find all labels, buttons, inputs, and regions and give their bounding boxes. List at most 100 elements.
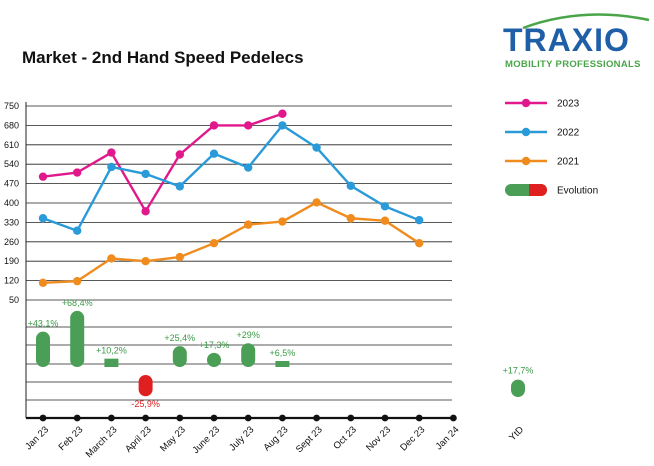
y-tick-label: 680 (4, 120, 19, 130)
y-tick-label: 120 (4, 276, 19, 286)
x-axis-tick-dot (108, 414, 115, 422)
series-point-2021 (209, 238, 219, 248)
legend-evolution-negative-join (529, 184, 537, 196)
series-point-2022 (141, 169, 150, 179)
y-tick-label: 540 (4, 159, 19, 169)
evolution-label: +6,5% (270, 348, 296, 358)
x-axis-tick-dot (39, 414, 47, 422)
y-tick-label: 400 (4, 198, 19, 208)
x-tick-label: Nov 23 (364, 424, 393, 453)
evolution-label: +43,1% (28, 319, 59, 329)
x-axis-tick-dot (450, 414, 457, 422)
y-tick-label: 190 (4, 256, 19, 266)
legend-marker-2022 (521, 127, 531, 137)
evolution-label: -25,9% (131, 399, 160, 409)
y-tick-label: 260 (4, 237, 19, 247)
series-point-2022 (346, 181, 355, 191)
x-tick-label: Dec 23 (398, 424, 427, 453)
series-point-2022 (209, 149, 219, 158)
series-point-2021 (244, 220, 253, 229)
x-axis-tick-dot (142, 414, 150, 422)
series-point-2021 (107, 254, 116, 263)
evolution-label: +10,2% (96, 346, 127, 356)
evolution-bar (241, 343, 256, 367)
series-point-2022 (244, 163, 253, 172)
x-axis-tick-dot (176, 414, 184, 422)
legend-marker-2021 (521, 156, 531, 166)
series-point-2022 (278, 121, 287, 130)
series-point-2022 (73, 226, 82, 235)
evolution-bar (275, 361, 290, 367)
y-tick-label: 330 (4, 217, 19, 227)
series-point-2022 (175, 182, 184, 191)
x-tick-label: June 23 (190, 424, 222, 456)
traxio-logo: TRAXIO MOBILITY PROFESSIONALS (503, 10, 651, 70)
series-point-2021 (175, 252, 184, 262)
evolution-bar (172, 346, 187, 367)
series-point-2021 (73, 276, 82, 286)
evolution-bar (207, 352, 221, 367)
x-tick-label: May 23 (158, 424, 188, 454)
x-tick-label: Jan 23 (23, 424, 51, 452)
series-point-2023 (73, 168, 82, 177)
series-point-2022 (312, 143, 321, 152)
x-axis-tick-dot (210, 414, 218, 422)
series-point-2023 (107, 148, 116, 157)
series-point-2023 (209, 121, 219, 130)
x-axis-tick-dot (415, 414, 423, 422)
x-axis-tick-dot (313, 414, 320, 422)
series-point-2022 (380, 202, 390, 211)
legend-label: 2022 (557, 128, 580, 139)
ytd-tick-label: YtD (507, 424, 526, 443)
evolution-bar (70, 310, 85, 367)
series-point-2021 (346, 214, 355, 223)
chart-title: Market - 2nd Hand Speed Pedelecs (22, 48, 304, 67)
series-line-2023 (42, 112, 283, 213)
evolution-bar (36, 331, 50, 367)
y-tick-label: 610 (4, 140, 19, 150)
evolution-label: +25,4% (164, 333, 195, 343)
x-tick-label: July 23 (227, 424, 256, 453)
series-point-2021 (415, 238, 424, 248)
evolution-label: +68,4% (62, 298, 93, 308)
x-tick-label: Aug 23 (261, 424, 290, 453)
y-tick-label: 50 (9, 295, 19, 305)
evolution-label: +17,3% (199, 340, 230, 350)
logo-swoosh-icon (522, 13, 650, 30)
ytd-label: +17,7% (503, 366, 534, 376)
series-point-2021 (141, 257, 150, 266)
x-axis-tick-dot (244, 414, 252, 422)
evolution-label: +29% (237, 330, 260, 340)
series-point-2023 (141, 207, 150, 216)
series-point-2022 (107, 162, 116, 172)
legend-label: 2021 (557, 157, 580, 168)
x-tick-label: Sept 23 (294, 424, 325, 455)
evolution-bar (104, 358, 119, 367)
x-tick-label: April 23 (123, 424, 154, 455)
logo-tagline: MOBILITY PROFESSIONALS (505, 59, 641, 70)
series-point-2023 (278, 109, 287, 118)
series-point-2022 (415, 215, 424, 225)
legend-label: Evolution (557, 186, 598, 197)
series-line-2022 (42, 124, 420, 232)
x-tick-label: Feb 23 (57, 424, 86, 453)
x-axis-tick-dot (381, 414, 389, 422)
x-axis-tick-dot (73, 414, 81, 422)
series-point-2023 (38, 172, 48, 181)
x-axis-tick-dot (279, 414, 286, 422)
x-tick-label: Jan 24 (434, 424, 462, 452)
series-point-2021 (312, 198, 321, 207)
x-axis-tick-dot (347, 414, 355, 422)
evolution-bar-negative (138, 375, 153, 397)
legend-label: 2023 (557, 99, 580, 110)
series-line-2021 (42, 201, 420, 285)
series-point-2022 (38, 214, 48, 223)
x-tick-label: Oct 23 (331, 424, 359, 452)
series-point-2021 (278, 217, 287, 226)
logo-wordmark: TRAXIO (503, 22, 630, 58)
y-tick-label: 750 (4, 101, 19, 111)
series-point-2021 (38, 278, 48, 288)
legend-marker-2023 (521, 98, 531, 108)
series-point-2023 (244, 121, 253, 130)
